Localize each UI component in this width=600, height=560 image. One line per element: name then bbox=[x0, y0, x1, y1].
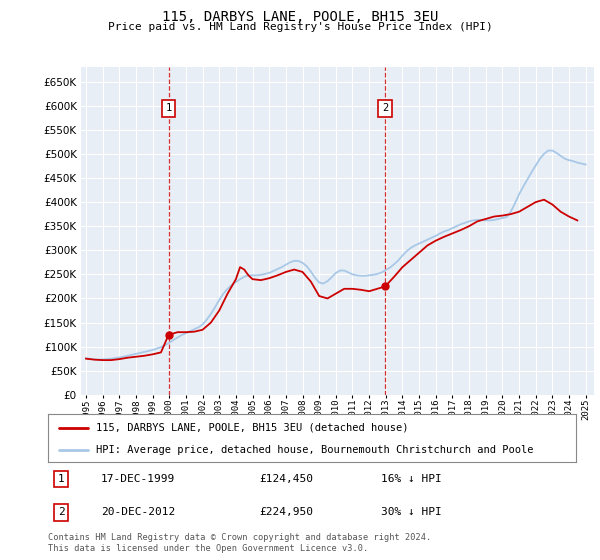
Text: 20-DEC-2012: 20-DEC-2012 bbox=[101, 507, 175, 517]
Text: 115, DARBYS LANE, POOLE, BH15 3EU: 115, DARBYS LANE, POOLE, BH15 3EU bbox=[162, 10, 438, 24]
Text: 1: 1 bbox=[166, 103, 172, 113]
Text: HPI: Average price, detached house, Bournemouth Christchurch and Poole: HPI: Average price, detached house, Bour… bbox=[95, 445, 533, 455]
Text: £224,950: £224,950 bbox=[259, 507, 313, 517]
Text: 115, DARBYS LANE, POOLE, BH15 3EU (detached house): 115, DARBYS LANE, POOLE, BH15 3EU (detac… bbox=[95, 423, 408, 433]
Text: 2: 2 bbox=[58, 507, 65, 517]
Text: 30% ↓ HPI: 30% ↓ HPI bbox=[380, 507, 442, 517]
Text: 1: 1 bbox=[58, 474, 65, 484]
Text: 17-DEC-1999: 17-DEC-1999 bbox=[101, 474, 175, 484]
Text: £124,450: £124,450 bbox=[259, 474, 313, 484]
Text: 16% ↓ HPI: 16% ↓ HPI bbox=[380, 474, 442, 484]
Text: Contains HM Land Registry data © Crown copyright and database right 2024.
This d: Contains HM Land Registry data © Crown c… bbox=[48, 533, 431, 553]
Text: Price paid vs. HM Land Registry's House Price Index (HPI): Price paid vs. HM Land Registry's House … bbox=[107, 22, 493, 32]
Text: 2: 2 bbox=[382, 103, 388, 113]
